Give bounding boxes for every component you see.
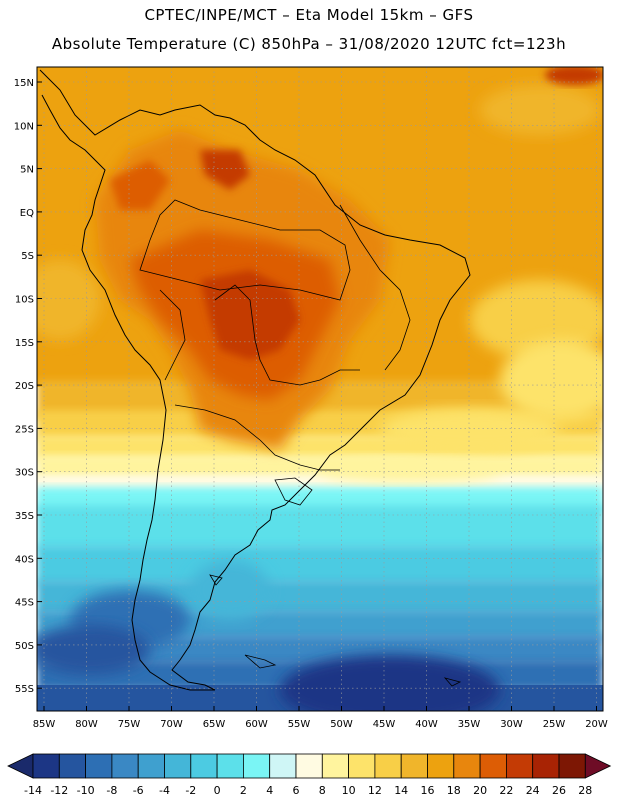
colorbar-segment (85, 753, 113, 779)
colorbar-label: 28 (578, 784, 592, 797)
colorbar-segment (479, 753, 507, 779)
lon-label: 25W (543, 719, 566, 730)
colorbar-label: -12 (50, 784, 68, 797)
colorbar-segment (242, 753, 271, 779)
colorbar-label: -6 (133, 784, 144, 797)
colorbar-label: 16 (421, 784, 435, 797)
temperature-field (37, 67, 603, 711)
colorbar-segment (216, 753, 244, 779)
lon-label: 55W (288, 719, 311, 730)
chart-title-line2: Absolute Temperature (C) 850hPa – 31/08/… (51, 35, 567, 53)
colorbar-label: 26 (552, 784, 566, 797)
colorbar-label: 14 (394, 784, 408, 797)
lat-label: 35S (15, 511, 34, 522)
colorbar-segment (532, 753, 560, 779)
longitude-labels: 85W 80W 75W 70W 65W 60W 55W 50W 45W 40W 35W 30W 25W 2… (33, 706, 608, 730)
lon-label: 20W (585, 719, 608, 730)
colorbar-label: 8 (319, 784, 326, 797)
colorbar-label: 24 (526, 784, 540, 797)
coastline-outline (39, 69, 471, 691)
colorbar-label: 2 (240, 784, 247, 797)
colorbar-over-arrow (584, 753, 612, 779)
colorbar-label: 0 (214, 784, 221, 797)
lat-label: 25S (15, 424, 34, 435)
lat-label: 20S (15, 381, 34, 392)
colorbar-label: -10 (77, 784, 95, 797)
plot-frame (36, 66, 604, 712)
lon-label: 50W (330, 719, 353, 730)
lat-label: 55S (15, 684, 34, 695)
colorbar-segment (32, 753, 60, 779)
colorbar (7, 753, 612, 779)
colorbar-segment (558, 753, 586, 779)
colorbar-segment (427, 753, 455, 779)
colorbar-segment (58, 753, 86, 779)
lon-label: 80W (75, 719, 98, 730)
colorbar-segment (137, 753, 165, 779)
lat-label: 5S (21, 251, 34, 262)
colorbar-label: 20 (473, 784, 487, 797)
colorbar-segment (190, 753, 218, 779)
colorbar-label: 22 (499, 784, 513, 797)
colorbar-segment (269, 753, 297, 779)
colorbar-label: -8 (106, 784, 117, 797)
lon-label: 75W (118, 719, 141, 730)
colorbar-segment (453, 753, 481, 779)
lon-label: 65W (203, 719, 226, 730)
colorbar-labels: -14 -12 -10 -8 -6 -4 -2 0 2 4 6 8 10 12 14 16 18 20 22 24 26… (24, 784, 592, 797)
colorbar-label: -4 (159, 784, 170, 797)
colorbar-segment (348, 753, 376, 779)
colorbar-segment (505, 753, 534, 779)
lat-label: 10N (14, 121, 34, 132)
colorbar-label: -14 (24, 784, 42, 797)
lat-label: 50S (15, 641, 34, 652)
lat-label: 10S (15, 295, 34, 306)
lat-lon-grid (37, 67, 603, 711)
lon-label: 35W (458, 719, 481, 730)
colorbar-segment (374, 753, 402, 779)
colorbar-label: 4 (266, 784, 273, 797)
colorbar-segment (400, 753, 428, 779)
lon-label: 45W (373, 719, 396, 730)
colorbar-label: -2 (185, 784, 196, 797)
lat-label: 15S (15, 338, 34, 349)
lon-label: 30W (500, 719, 523, 730)
lat-label: EQ (20, 208, 34, 219)
colorbar-label: 18 (447, 784, 461, 797)
colorbar-segment (295, 753, 323, 779)
chart-title-line1: CPTEC/INPE/MCT – Eta Model 15km – GFS (144, 6, 474, 24)
colorbar-label: 6 (293, 784, 300, 797)
colorbar-segment (164, 753, 192, 779)
latitude-labels: 15N 10N 5N EQ 5S 10S 15S 20S 25S 30S 35S 40S 45S 50S 5… (14, 78, 42, 695)
lon-label: 70W (160, 719, 183, 730)
lon-label: 85W (33, 719, 56, 730)
lon-label: 40W (415, 719, 438, 730)
lat-label: 40S (15, 554, 34, 565)
lat-label: 15N (14, 78, 34, 89)
colorbar-segment (321, 753, 349, 779)
lat-label: 30S (15, 468, 34, 479)
colorbar-segment (111, 753, 139, 779)
colorbar-label: 12 (368, 784, 382, 797)
colorbar-label: 10 (342, 784, 356, 797)
colorbar-under-arrow (7, 753, 34, 779)
lat-label: 5N (20, 165, 34, 176)
lat-label: 45S (15, 598, 34, 609)
lon-label: 60W (245, 719, 268, 730)
